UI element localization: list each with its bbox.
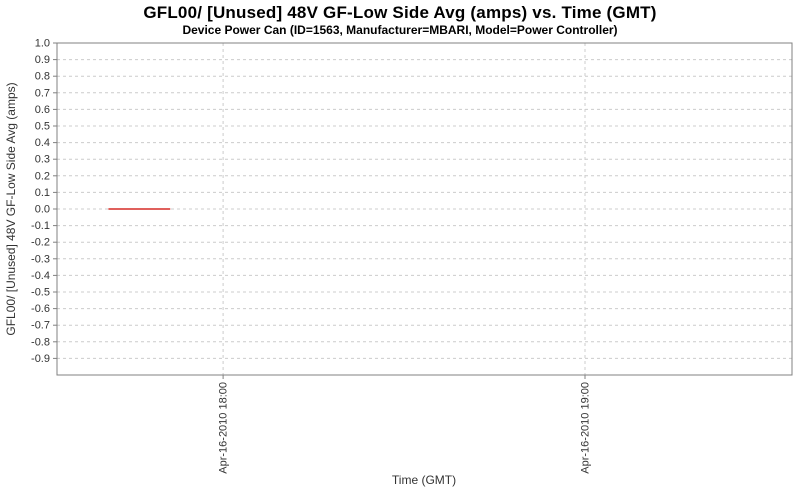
y-tick-label: 0.0 bbox=[35, 204, 50, 216]
y-tick-label: 0.5 bbox=[35, 121, 50, 133]
y-tick-label: -0.3 bbox=[31, 253, 50, 265]
y-tick-label: -0.7 bbox=[31, 320, 50, 332]
y-tick-label: 0.6 bbox=[35, 104, 50, 116]
y-axis-title: GFL00/ [Unused] 48V GF-Low Side Avg (amp… bbox=[4, 82, 18, 335]
x-axis-title: Time (GMT) bbox=[392, 473, 456, 487]
y-tick-label: 0.8 bbox=[35, 71, 50, 83]
y-tick-label: 0.4 bbox=[35, 137, 50, 149]
y-tick-label: -0.2 bbox=[31, 237, 50, 249]
y-tick-label: 0.3 bbox=[35, 154, 50, 166]
y-tick-label: 0.9 bbox=[35, 54, 50, 66]
y-tick-label: -0.4 bbox=[31, 270, 50, 282]
y-tick-label: 0.2 bbox=[35, 170, 50, 182]
plot-border bbox=[56, 42, 793, 376]
y-tick-label: 1.0 bbox=[35, 38, 50, 50]
y-tick-label: -0.9 bbox=[31, 353, 50, 365]
x-tick-label: Apr-16-2010 18:00 bbox=[218, 382, 230, 474]
chart-title: GFL00/ [Unused] 48V GF-Low Side Avg (amp… bbox=[143, 3, 657, 22]
y-tick-label: 0.1 bbox=[35, 187, 50, 199]
chart-subtitle: Device Power Can (ID=1563, Manufacturer=… bbox=[182, 23, 618, 37]
y-tick-label: -0.6 bbox=[31, 303, 50, 315]
y-tick-label: 0.7 bbox=[35, 87, 50, 99]
y-tick-label: -0.5 bbox=[31, 287, 50, 299]
y-tick-label: -0.8 bbox=[31, 336, 50, 348]
y-tick-label: -0.1 bbox=[31, 220, 50, 232]
x-tick-label: Apr-16-2010 19:00 bbox=[579, 382, 591, 474]
